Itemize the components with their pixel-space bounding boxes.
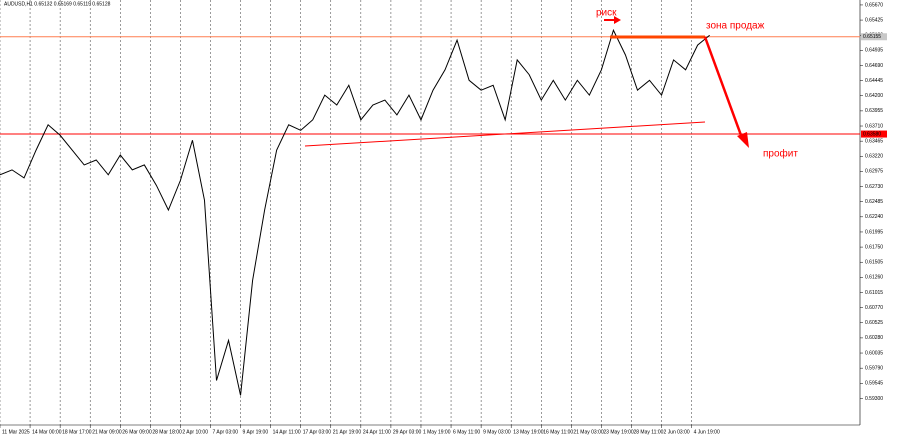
x-tick-label: 2 Jun 03:00 [664, 429, 690, 435]
y-tick-label: 0.63465 [865, 138, 883, 144]
price-label: 0.63580 [863, 131, 881, 137]
x-tick-label: 21 Mar 09:00 [92, 429, 122, 435]
y-tick-label: 0.63955 [865, 108, 883, 114]
y-tick-label: 0.63710 [865, 123, 883, 129]
price-label-box [861, 33, 887, 41]
price-line [0, 28, 710, 396]
x-tick-label: 2 Apr 10:00 [182, 429, 208, 435]
y-tick-label: 0.60770 [865, 305, 883, 311]
annotation: профит [763, 148, 798, 160]
x-tick-label: 18 Mar 17:00 [62, 429, 92, 435]
arrow-head [737, 132, 749, 148]
y-tick-label: 0.63220 [865, 154, 883, 160]
y-tick-label: 0.60525 [865, 320, 883, 326]
x-tick-label: 14 Mar 00:00 [32, 429, 62, 435]
annotation: зона продаж [706, 21, 765, 32]
chart-title: AUDUSD,H1 0.65132 0.65169 0.65119 0.6512… [4, 1, 111, 7]
y-tick-label: 0.64200 [865, 93, 883, 99]
y-tick-label: 0.60035 [865, 350, 883, 356]
y-tick-label: 0.61995 [865, 229, 883, 235]
x-tick-label: 11 Mar 2025 [2, 429, 30, 435]
x-tick-label: 6 May 11:00 [453, 429, 480, 435]
x-tick-label: 24 Apr 11:00 [363, 429, 391, 435]
x-tick-label: 9 May 03:00 [483, 429, 511, 435]
annotation: риск [596, 8, 617, 19]
x-tick-label: 28 Mar 18:00 [152, 429, 182, 435]
price-label-box [861, 130, 887, 138]
x-tick-label: 26 Mar 09:00 [122, 429, 152, 435]
arrow-head [614, 16, 621, 24]
annotations: риск зона продаж профит [304, 8, 798, 160]
y-tick-label: 0.65670 [865, 2, 883, 8]
y-tick-label: 0.64445 [865, 78, 883, 84]
price-label: 0.65155 [863, 34, 881, 40]
x-tick-label: 1 May 19:00 [423, 429, 451, 435]
x-tick-label: 21 Apr 19:00 [333, 429, 362, 435]
y-tick-label: 0.64690 [865, 63, 883, 69]
profit-arrow [703, 36, 744, 139]
x-tick-label: 9 Apr 19:00 [243, 429, 269, 435]
x-tick-label: 4 Jun 19:00 [694, 429, 720, 435]
y-tick-label: 0.61750 [865, 244, 883, 250]
x-tick-label: 17 Apr 03:00 [303, 429, 332, 435]
y-tick-label: 0.59790 [865, 365, 883, 371]
x-tick-label: 14 Apr 11:00 [273, 429, 301, 435]
y-tick-label: 0.64935 [865, 48, 883, 54]
y-tick-label: 0.61505 [865, 260, 883, 266]
y-tick-label: 0.62730 [865, 184, 883, 190]
y-tick-label: 0.62975 [865, 169, 883, 175]
y-tick-label: 0.62485 [865, 199, 883, 205]
y-tick-label: 0.60280 [865, 335, 883, 341]
y-tick-label: 0.62240 [865, 214, 883, 220]
trend-line [304, 121, 706, 147]
x-tick-label: 16 May 11:00 [543, 429, 573, 435]
x-tick-label: 23 May 19:00 [603, 429, 634, 435]
x-tick-label: 28 May 11:00 [633, 429, 663, 435]
y-tick-label: 0.61260 [865, 275, 883, 281]
x-tick-label: 7 Apr 03:00 [212, 429, 238, 435]
y-tick-label: 0.65425 [865, 17, 883, 23]
y-tick-label: 0.59300 [865, 396, 883, 402]
x-tick-label: 13 May 19:00 [513, 429, 544, 435]
x-tick-label: 29 Apr 03:00 [393, 429, 422, 435]
x-tick-label: 21 May 03:00 [573, 429, 604, 435]
y-tick-label: 0.59545 [865, 381, 883, 387]
y-tick-label: 0.61015 [865, 290, 883, 296]
